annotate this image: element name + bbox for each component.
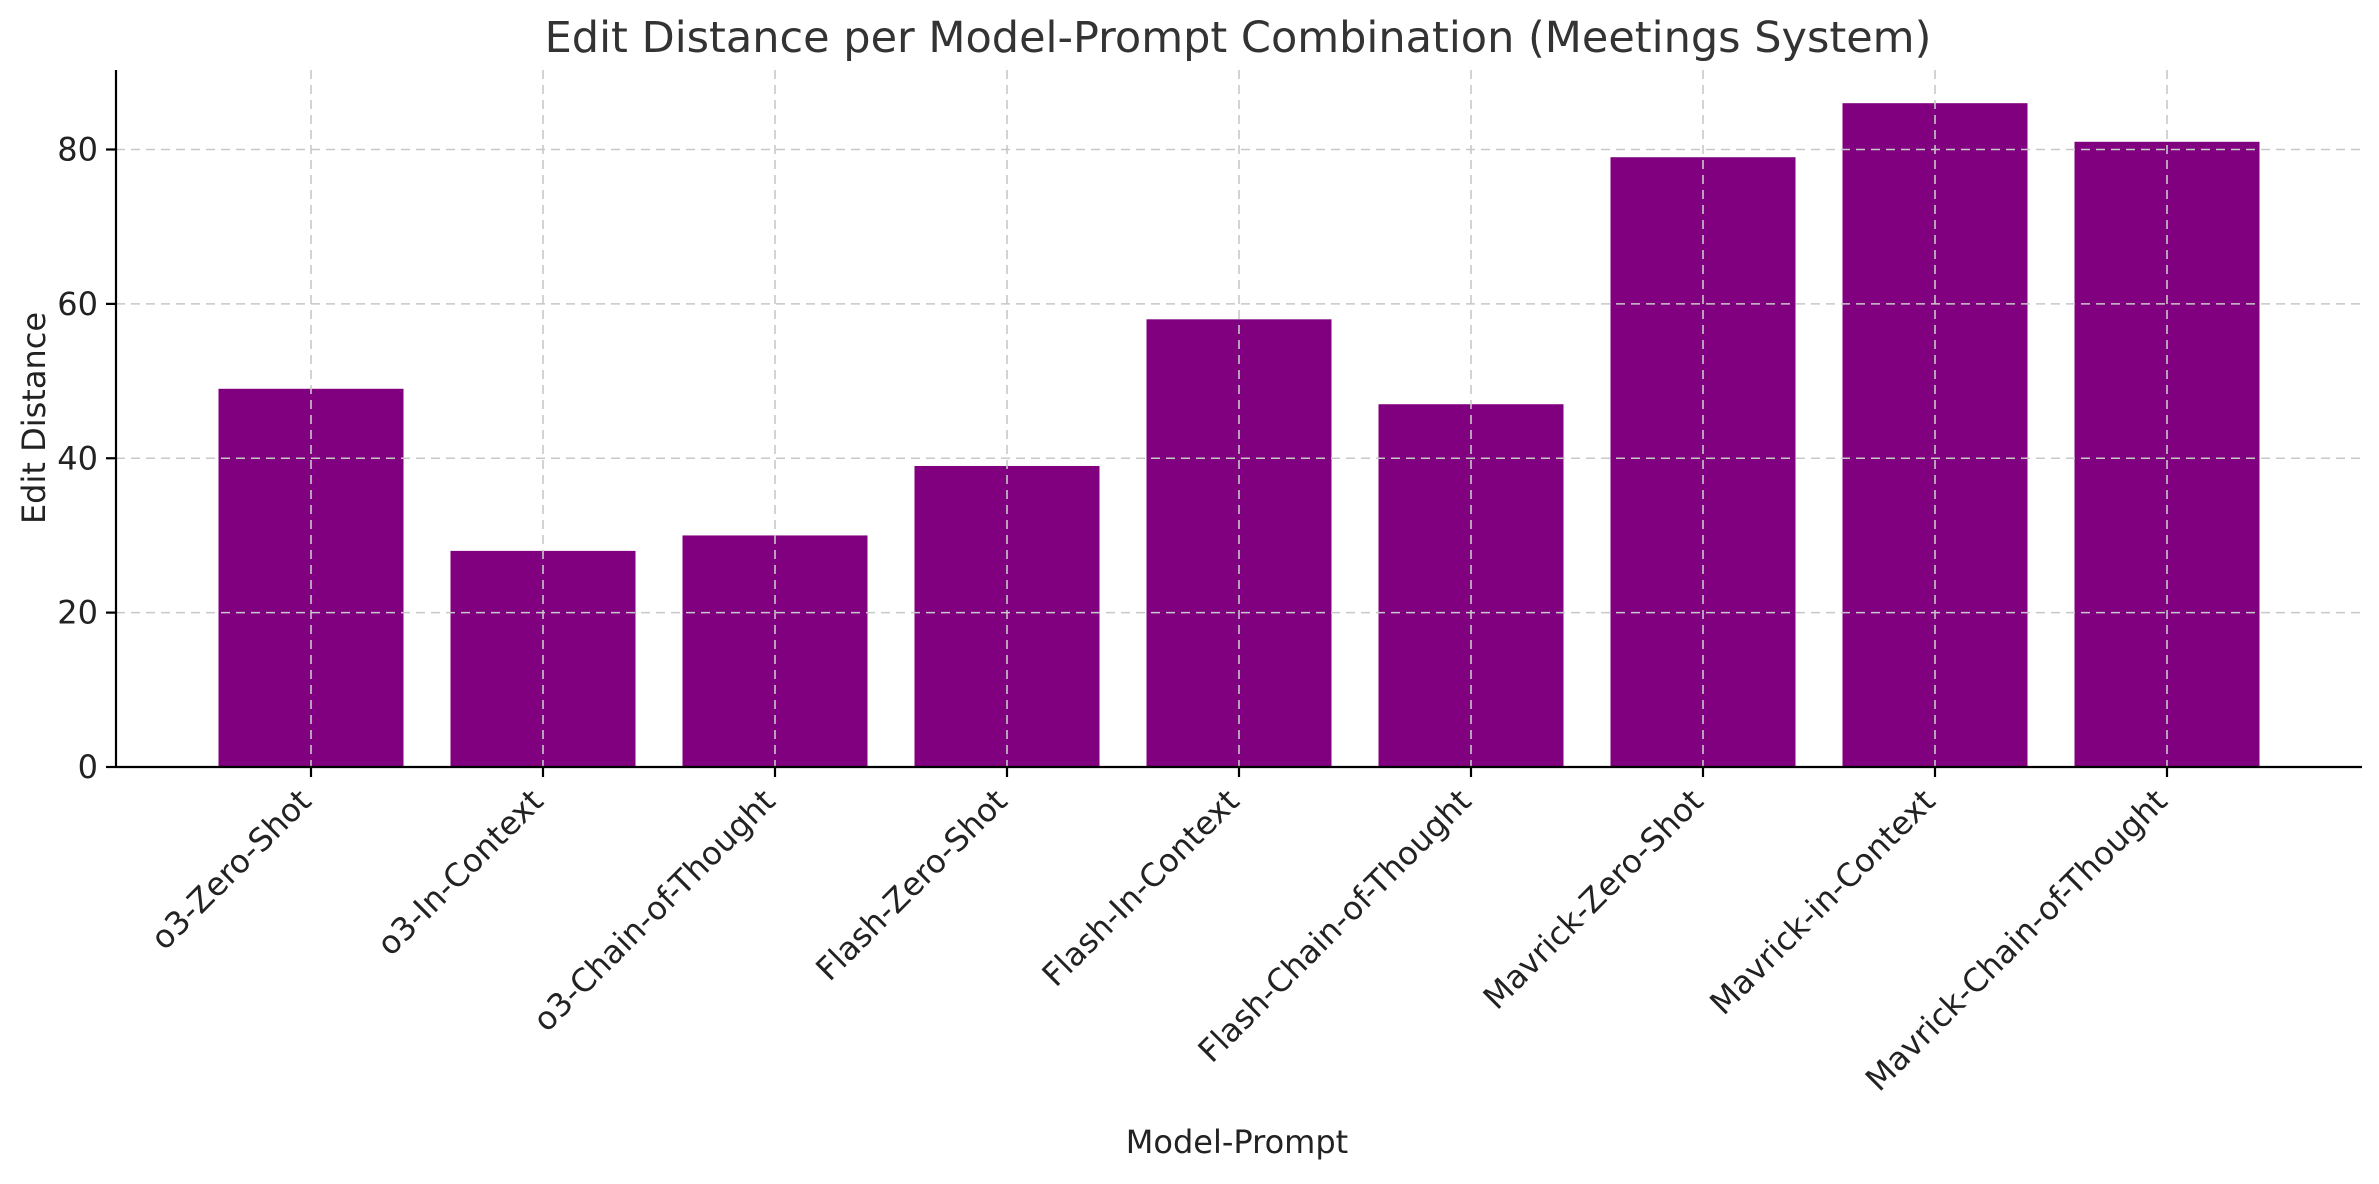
- bar: [682, 535, 868, 767]
- y-tick-label: 60: [57, 285, 98, 323]
- x-ticks: o3-Zero-Shot o3-In-Contexto3-Chain-of-Tho…: [143, 767, 2175, 1099]
- y-axis-label: Edit Distance: [15, 312, 53, 524]
- x-tick-label: Flash-In-Context: [1035, 782, 1247, 994]
- x-tick-label: Mavrick-Zero-Shot: [1476, 782, 1711, 1017]
- y-tick-label: 20: [57, 594, 98, 632]
- x-tick-label: o3-In-Context: [370, 782, 551, 963]
- x-tick-label: Flash-Zero-Shot: [808, 782, 1014, 988]
- x-axis-label: Model-Prompt: [1126, 1123, 1348, 1161]
- x-tick-label: Flash-Chain-of-Thought: [1191, 782, 1479, 1070]
- y-tick-label: 80: [57, 131, 98, 169]
- x-tick-label: o3-Zero-Shot: [143, 782, 318, 957]
- y-ticks: 0 20 40 60 80: [57, 131, 116, 786]
- grid-layer: [116, 70, 2362, 767]
- y-tick-label: 0: [78, 748, 98, 786]
- chart-title: Edit Distance per Model-Prompt Combinati…: [545, 13, 1932, 63]
- y-tick-label: 40: [57, 439, 98, 477]
- x-tick-label: o3-Chain-of-Thought: [526, 782, 783, 1039]
- x-tick-label: Mavrick-in-Context: [1702, 782, 1942, 1022]
